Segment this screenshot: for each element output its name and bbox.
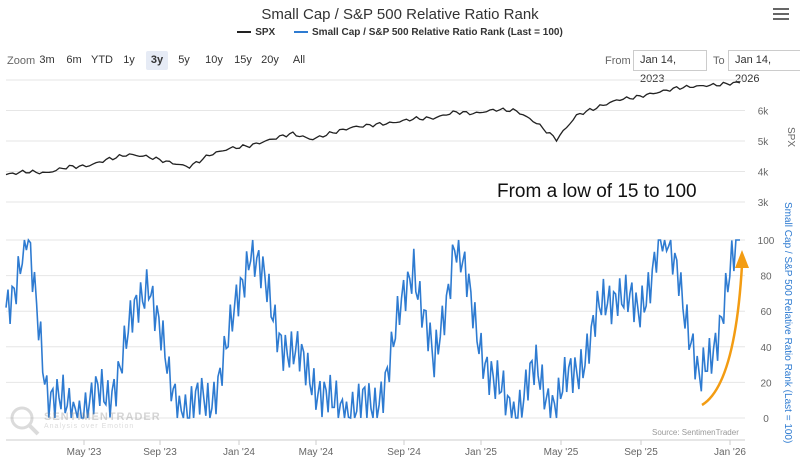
x-tick-label: Sep '24 (387, 447, 421, 458)
trend-arrow-head-icon (735, 250, 749, 268)
rank-y-tick: 100 (758, 236, 775, 247)
rank-axis-title: Small Cap / S&P 500 Relative Ratio Rank … (782, 202, 793, 443)
spx-series-line[interactable] (5, 81, 741, 176)
zoom-button-10y[interactable]: 10y (205, 54, 223, 66)
spx-y-tick: 5k (758, 137, 770, 148)
spx-y-tick: 3k (758, 198, 770, 209)
zoom-button-1y[interactable]: 1y (123, 54, 135, 66)
watermark-tagline: Analysis over Emotion (44, 422, 135, 430)
x-tick-label: Jan '24 (223, 447, 255, 458)
spx-y-tick: 6k (758, 107, 770, 118)
zoom-button-6m[interactable]: 6m (66, 54, 82, 66)
spx-axis-title: SPX (785, 127, 796, 147)
chart-legend: SPX Small Cap / S&P 500 Relative Ratio R… (0, 27, 800, 38)
to-date-input[interactable]: Jan 14, 2026 (728, 50, 800, 85)
zoom-button-20y[interactable]: 20y (261, 54, 279, 66)
rank-series-line[interactable] (5, 238, 740, 420)
legend-swatch-rank (294, 31, 309, 34)
zoom-button-3m[interactable]: 3m (39, 54, 55, 66)
rank-y-tick: 0 (763, 414, 769, 425)
zoom-label: Zoom (7, 55, 36, 67)
watermark: SENTIMENTRADER Analysis over Emotion (8, 404, 161, 436)
trend-arrow-icon (701, 264, 744, 407)
chart-menu-button[interactable] (773, 8, 789, 22)
zoom-button-all[interactable]: All (292, 54, 306, 66)
menu-icon-bar (773, 8, 789, 10)
magnifier-logo-icon (10, 406, 40, 436)
x-tick-label: Jan '25 (465, 447, 497, 458)
rank-y-tick: 20 (760, 378, 772, 389)
spx-y-tick: 4k (758, 168, 770, 179)
from-label: From (605, 55, 631, 67)
zoom-button-ytd[interactable]: YTD (91, 54, 113, 66)
zoom-button-5y[interactable]: 5y (178, 54, 190, 66)
legend-label-spx: SPX (255, 27, 276, 38)
axis-labels: 3k 4k 5k 6k SPX 0 20 40 60 80 100 Small Cap / S&P 5… (67, 107, 796, 459)
from-date-input[interactable]: Jan 14, 2023 (633, 50, 707, 85)
rank-y-tick: 80 (760, 272, 772, 283)
x-tick-label: Sep '25 (624, 447, 658, 458)
chart-title: Small Cap / S&P 500 Relative Ratio Rank (261, 6, 539, 23)
legend-item-rank[interactable]: Small Cap / S&P 500 Relative Ratio Rank … (294, 27, 563, 38)
menu-icon-bar (773, 18, 789, 20)
chart-annotation: From a low of 15 to 100 (497, 181, 697, 202)
rank-y-tick: 40 (760, 343, 772, 354)
legend-label-rank: Small Cap / S&P 500 Relative Ratio Rank … (312, 27, 563, 38)
grid-lines (6, 79, 745, 445)
legend-swatch-spx (237, 31, 252, 34)
x-tick-label: May '25 (544, 447, 579, 458)
to-label: To (713, 55, 725, 67)
zoom-button-3y[interactable]: 3y (146, 51, 168, 70)
legend-item-spx[interactable]: SPX (237, 27, 275, 38)
menu-icon-bar (773, 13, 789, 15)
x-tick-label: May '24 (299, 447, 334, 458)
source-credit: Source: SentimenTrader (652, 428, 739, 437)
rank-y-tick: 60 (760, 307, 772, 318)
x-tick-label: Jan '26 (714, 447, 746, 458)
x-tick-label: May '23 (67, 447, 102, 458)
x-tick-label: Sep '23 (143, 447, 177, 458)
zoom-button-15y[interactable]: 15y (234, 54, 252, 66)
watermark-brand: SENTIMENTRADER (44, 410, 161, 423)
